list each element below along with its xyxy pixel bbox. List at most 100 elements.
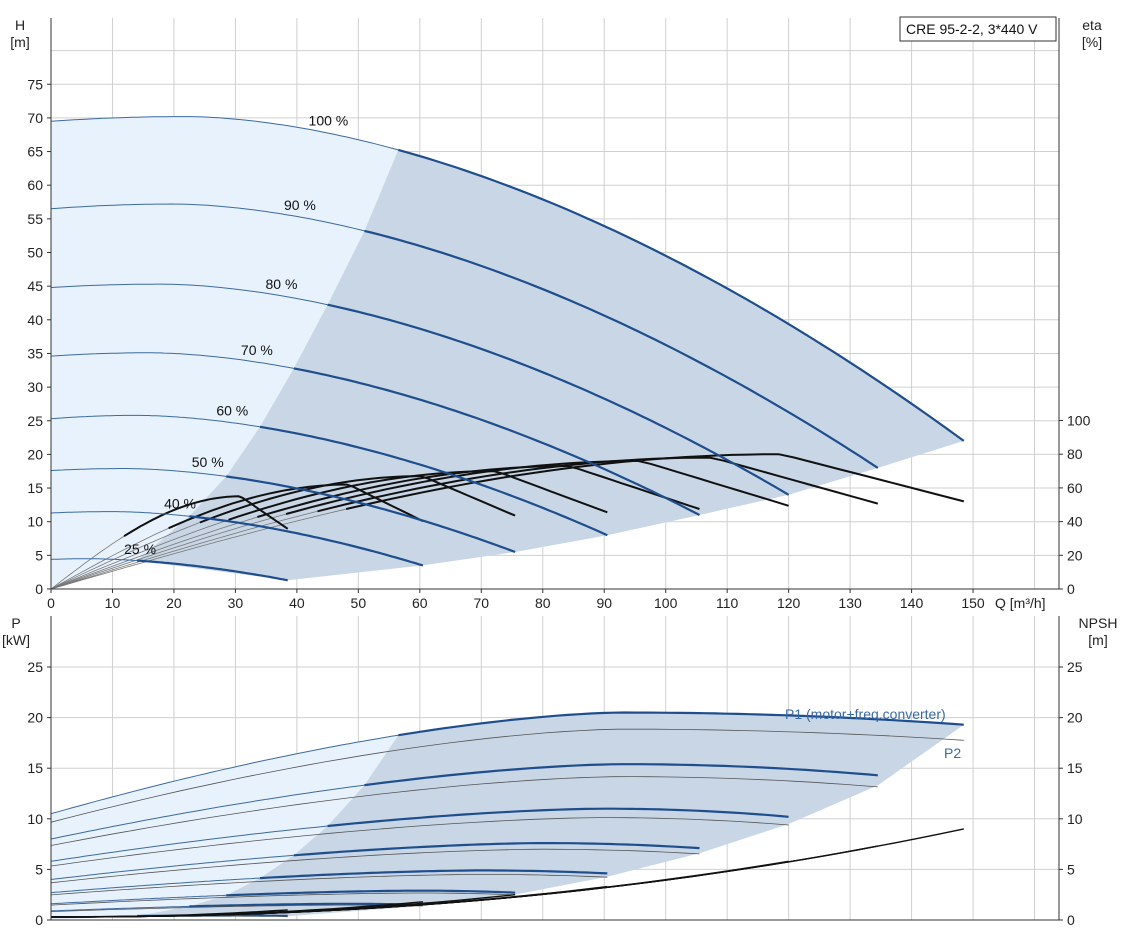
- x-tick-label: 0: [47, 595, 55, 611]
- head-curve-bold: [226, 475, 516, 554]
- speed-label: 80 %: [266, 276, 298, 292]
- x-tick-label: 80: [535, 595, 551, 611]
- power-plot-curves: P1 (motor+freq.converter) P2: [51, 706, 964, 918]
- y-tick-label: 0: [35, 581, 43, 597]
- p-tick-label: 10: [27, 811, 43, 827]
- p1-curve-thin: [51, 877, 261, 894]
- y-right-tick-label: 100: [1067, 413, 1091, 429]
- y-tick-label: 45: [27, 278, 43, 294]
- p2-series-label: P2: [944, 745, 961, 761]
- p1-curve-thin: [51, 784, 365, 840]
- x-tick-label: 70: [474, 595, 490, 611]
- speed-label: 40 %: [164, 495, 196, 511]
- p-tick-label: 25: [27, 659, 43, 675]
- y-tick-label: 35: [27, 345, 43, 361]
- p1-curve-bold: [293, 842, 700, 857]
- y-tick-label: 50: [27, 245, 43, 261]
- head-curve-bold: [397, 148, 965, 442]
- y-right-tick-label: 60: [1067, 480, 1083, 496]
- y-right-title-symbol: eta: [1082, 17, 1102, 33]
- x-axis-title: Q [m³/h]: [995, 595, 1046, 611]
- head-curve-thin: [51, 468, 227, 477]
- speed-label: 60 %: [216, 403, 248, 419]
- p-axis-title-symbol: P: [11, 615, 20, 631]
- efficiency-curve-bold: [123, 495, 289, 537]
- p1-curve-thin: [51, 894, 227, 905]
- npsh-tick-label: 20: [1067, 710, 1083, 726]
- npsh-tick-label: 0: [1067, 912, 1075, 928]
- head-curve-thin: [51, 203, 365, 232]
- npsh-axis-title-symbol: NPSH: [1079, 615, 1118, 631]
- head-curve-bold: [293, 367, 701, 516]
- p2-curve: [51, 817, 789, 867]
- p1-curve-bold: [259, 869, 608, 880]
- x-tick-label: 40: [289, 595, 305, 611]
- p2-curve: [51, 904, 423, 912]
- y-tick-label: 65: [27, 144, 43, 160]
- head-curve-thin: [51, 511, 190, 517]
- head-curve-bold: [327, 303, 790, 496]
- npsh-tick-label: 15: [1067, 760, 1083, 776]
- p1-curve-thin: [51, 905, 190, 912]
- npsh-curve: [51, 909, 288, 918]
- x-tick-label: 120: [777, 595, 801, 611]
- x-tick-label: 20: [166, 595, 182, 611]
- y-tick-label: 5: [35, 547, 43, 563]
- x-tick-label: 140: [900, 595, 924, 611]
- p2-curve: [51, 728, 964, 823]
- y-axis-title-symbol: H: [15, 17, 25, 33]
- head-curve-bold: [189, 515, 424, 567]
- x-tick-label: 60: [412, 595, 428, 611]
- npsh-tick-label: 10: [1067, 811, 1083, 827]
- y-right-title-unit: [%]: [1082, 34, 1102, 50]
- p-axis-title-unit: [kW]: [2, 632, 30, 648]
- head-curve-thin: [51, 414, 261, 428]
- x-tick-label: 10: [105, 595, 121, 611]
- y-tick-label: 70: [27, 110, 43, 126]
- x-tick-label: 30: [228, 595, 244, 611]
- p-tick-label: 0: [35, 912, 43, 928]
- y-tick-label: 25: [27, 413, 43, 429]
- operating-area-dark: [137, 149, 964, 581]
- speed-label: 50 %: [192, 454, 224, 470]
- operating-area-light: [51, 116, 399, 589]
- x-tick-label: 100: [654, 595, 678, 611]
- x-tick-label: 150: [961, 595, 985, 611]
- y-tick-label: 15: [27, 480, 43, 496]
- y-tick-label: 40: [27, 312, 43, 328]
- p1-curve-bold: [398, 711, 964, 737]
- speed-label: 25 %: [124, 541, 156, 557]
- head-plot-axes: 0 5 10 15 20 25 30 35 40 45 50 55 60 65 70 75 0 20 40 60 80 1…: [10, 17, 1102, 611]
- p-tick-label: 15: [27, 760, 43, 776]
- head-curve-thin: [51, 558, 138, 562]
- head-curve-bold: [364, 229, 879, 469]
- y-right-tick-label: 80: [1067, 446, 1083, 462]
- p1-curve-bold: [364, 763, 878, 787]
- x-tick-label: 110: [716, 595, 739, 611]
- speed-label: 70 %: [241, 342, 273, 358]
- head-curve-thin: [51, 283, 328, 306]
- p1-curve-bold: [226, 889, 516, 897]
- y-tick-label: 75: [27, 76, 43, 92]
- power-area-dark: [137, 712, 964, 917]
- p1-series-label: P1 (motor+freq.converter): [785, 706, 946, 722]
- p1-curve-bold: [189, 902, 423, 908]
- p1-curve-thin: [51, 734, 399, 815]
- p2-curve: [51, 848, 700, 884]
- x-tick-label: 90: [596, 595, 612, 611]
- y-tick-label: 55: [27, 211, 43, 227]
- power-plot-area: [51, 712, 964, 920]
- npsh-tick-label: 5: [1067, 861, 1075, 877]
- p2-curve: [51, 892, 516, 906]
- power-plot-axes: 0 5 10 15 20 25 0 5 10 15 20 25 P[kW] NPSH[m]: [2, 615, 1117, 928]
- model-title: CRE 95-2-2, 3*440 V: [906, 21, 1038, 37]
- x-tick-label: 130: [838, 595, 862, 611]
- y-tick-label: 20: [27, 446, 43, 462]
- y-right-tick-label: 0: [1067, 581, 1075, 597]
- head-curve-bold: [259, 425, 608, 537]
- speed-label: 100 %: [309, 112, 349, 128]
- head-plot-curves: 100 % 90 % 80 % 70 % 60 % 50 % 40 % 25 %: [51, 112, 965, 589]
- x-tick-label: 50: [351, 595, 367, 611]
- p1-curve-thin: [51, 854, 294, 880]
